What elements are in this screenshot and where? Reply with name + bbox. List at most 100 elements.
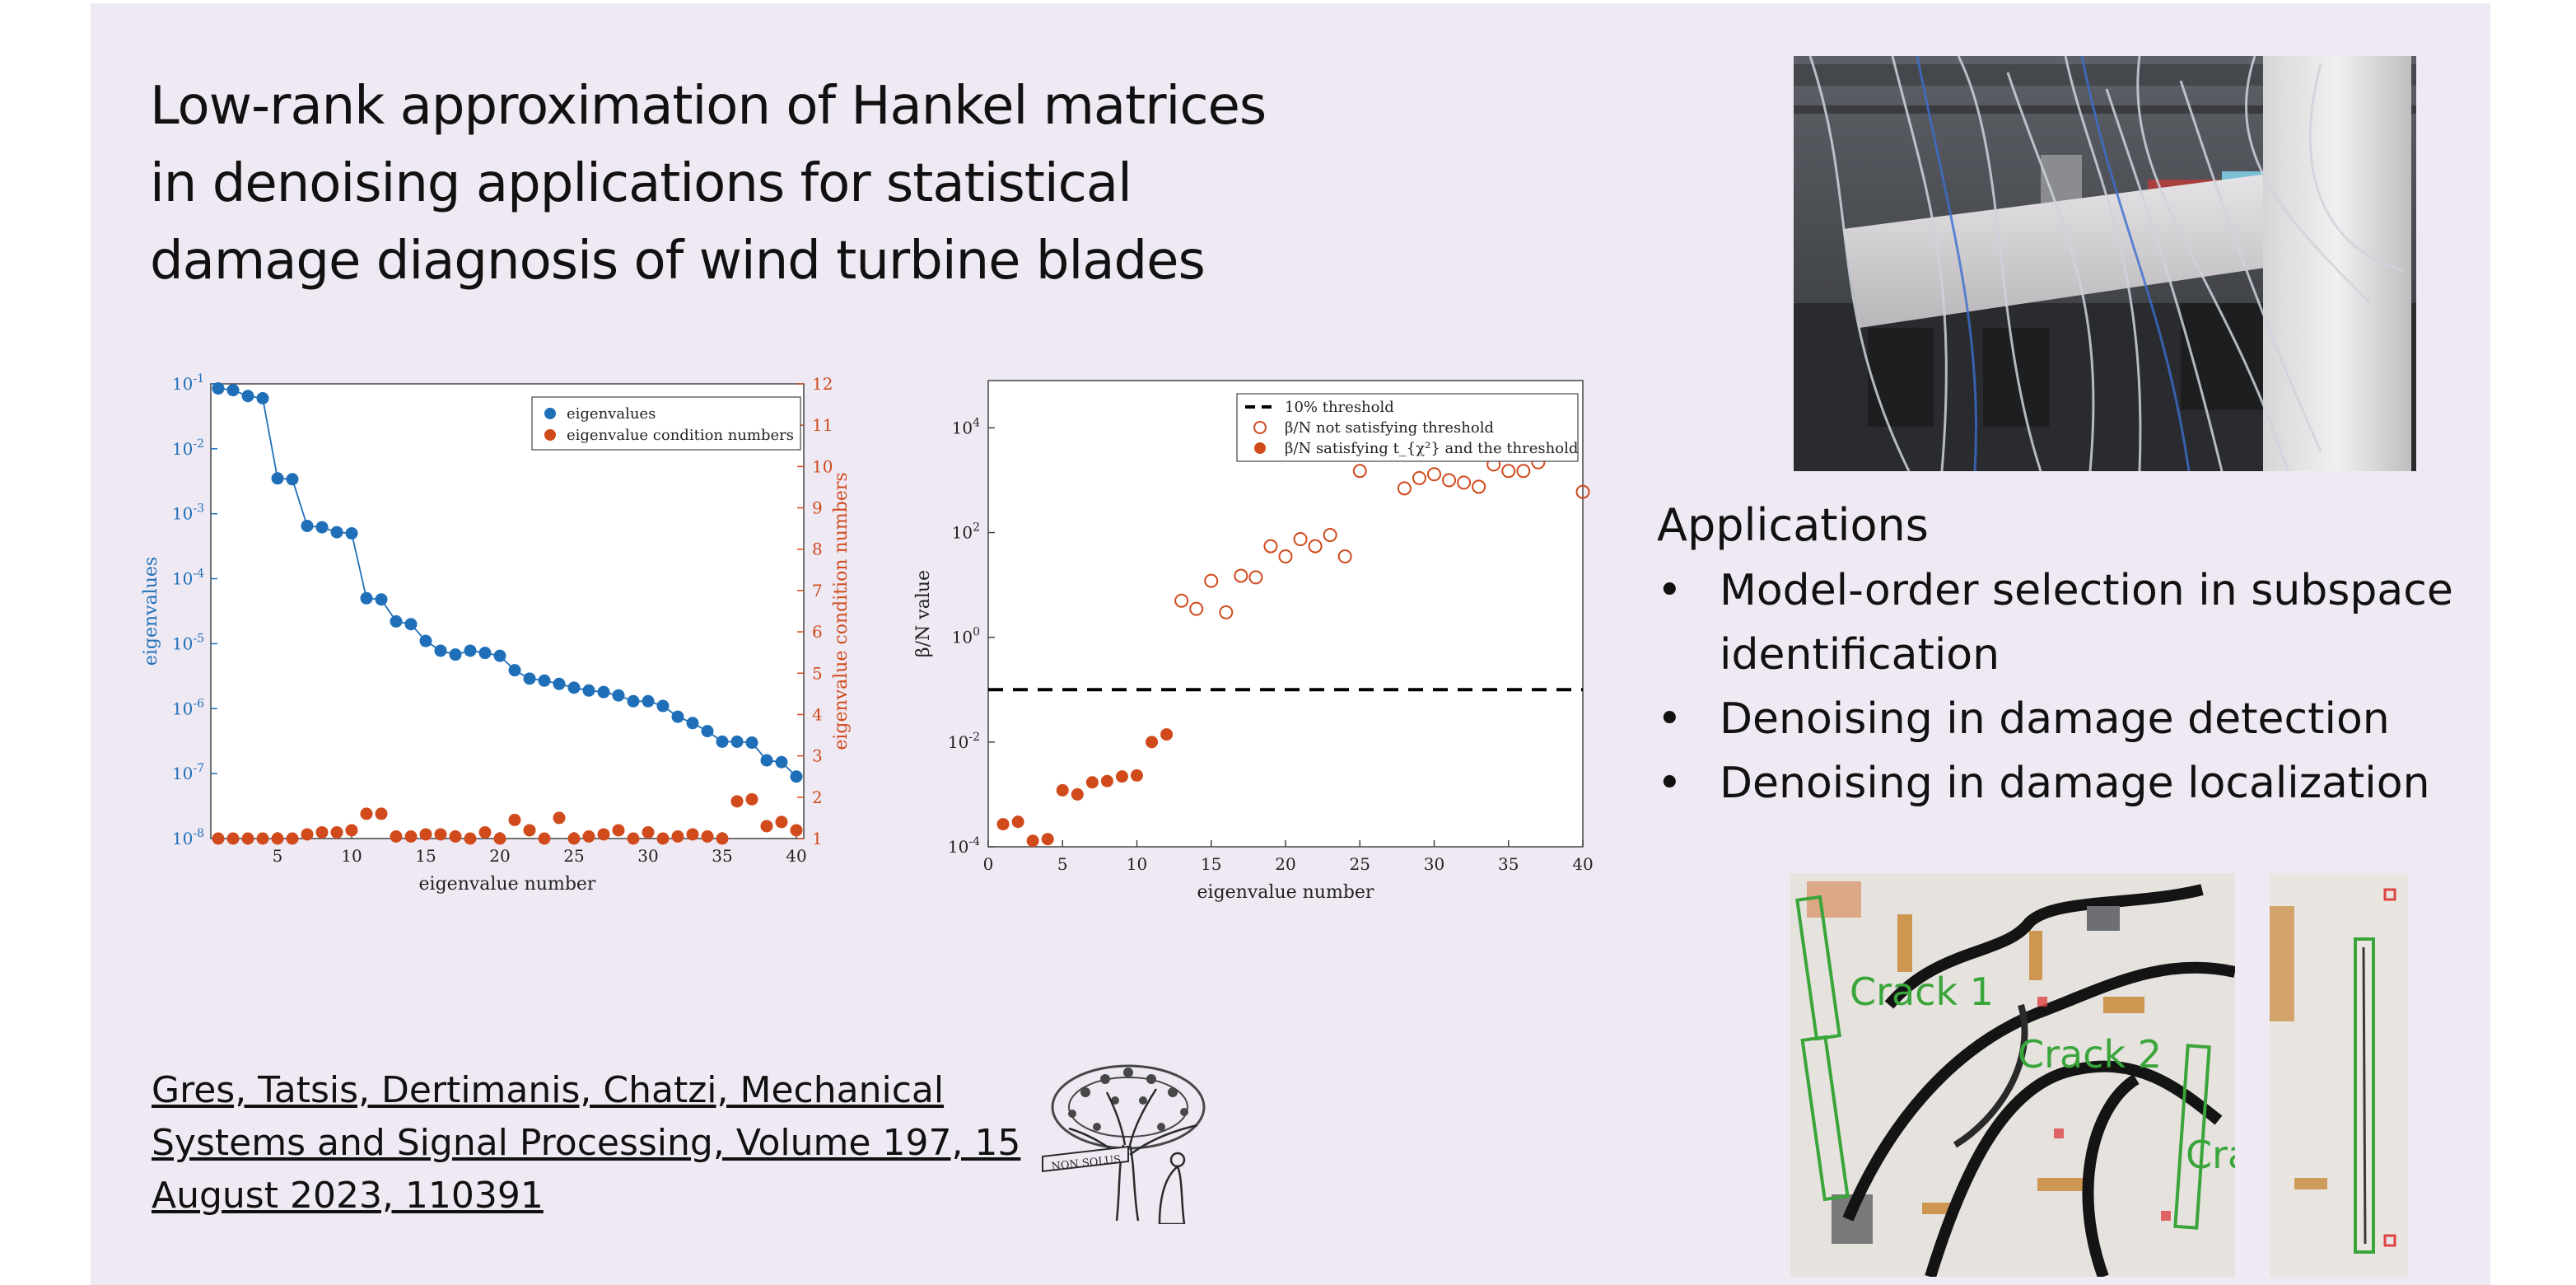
eigenvalue-point (790, 770, 803, 783)
eigenvalue-series-line (217, 387, 797, 778)
condition-number-point (701, 829, 714, 843)
satisfying-point (1100, 774, 1113, 787)
condition-number-point (538, 832, 551, 845)
citation-link-line[interactable]: Systems and Signal Processing, Volume 19… (152, 1122, 1021, 1164)
condition-number-point (582, 829, 595, 843)
not-satisfying-point (1472, 479, 1486, 494)
x-tick-label: 15 (1201, 854, 1221, 874)
y-tick-label: 10-4 (172, 568, 204, 589)
crack-label: Crack 1 (1850, 970, 1994, 1014)
slide-title: Low-rank approximation of Hankel matrice… (150, 68, 1385, 300)
condition-number-point (345, 824, 358, 837)
x-tick-label: 30 (1424, 854, 1444, 874)
eigenvalue-point (553, 677, 566, 690)
y2-tick-label: 10 (812, 456, 833, 476)
eigenvalue-point (716, 735, 729, 748)
condition-number-point (315, 825, 329, 839)
eigenvalue-point (419, 634, 432, 647)
y-tick-label: 104 (952, 416, 980, 437)
y-tick-label: 10-2 (172, 437, 204, 459)
x-tick-label: 35 (1498, 854, 1519, 874)
eigenvalue-point (567, 681, 581, 694)
eigenvalue-chart: 5 10 15 20 25 30 35 4010-810-710-610-510-410-31… (141, 372, 852, 895)
condition-number-point (745, 792, 758, 806)
eigenvalue-point (315, 521, 329, 534)
y2-tick-label: 2 (812, 787, 823, 807)
list-item: Model-order selection in subspace identi… (1657, 558, 2513, 687)
x-tick-label: 40 (786, 846, 806, 866)
legend-entry: β/N satisfying t_{χ²} and the threshold (1285, 440, 1578, 457)
satisfying-point (1041, 833, 1054, 846)
legend-box (531, 396, 801, 451)
citation[interactable]: Gres, Tatsis, Dertimanis, Chatzi, Mechan… (152, 1064, 1074, 1222)
not-satisfying-point (1457, 475, 1472, 490)
eigenvalue-point (745, 736, 758, 750)
crack-label: Crack 3 (2186, 1133, 2235, 1177)
y-tick-label: 10-1 (172, 372, 204, 394)
eigenvalue-point (256, 391, 269, 404)
plot-area (210, 383, 805, 839)
condition-number-point (716, 832, 729, 845)
eigenvalue-point (390, 614, 403, 628)
y-tick-label: 102 (952, 521, 980, 543)
not-satisfying-point (1263, 539, 1278, 554)
legend-entry: 10% threshold (1285, 399, 1394, 416)
not-satisfying-point (1278, 549, 1293, 564)
list-item: Denoising in damage detection (1657, 687, 2513, 751)
not-satisfying-point (1412, 470, 1426, 485)
eigenvalue-point (226, 384, 240, 397)
condition-number-point (656, 832, 670, 845)
title-line: in denoising applications for statistica… (150, 153, 1132, 214)
condition-number-point (286, 832, 299, 845)
x-tick-label: 5 (1057, 854, 1068, 874)
not-satisfying-point (1427, 467, 1441, 482)
condition-number-point (212, 832, 225, 845)
not-satisfying-point (1189, 601, 1204, 616)
satisfying-point (1056, 783, 1069, 797)
eigenvalue-point (612, 689, 625, 702)
legend-marker (544, 429, 556, 441)
eigenvalue-point (701, 725, 714, 738)
satisfying-point (1085, 776, 1099, 789)
satisfying-point (996, 818, 1010, 831)
eigenvalue-point (686, 717, 699, 730)
satisfying-point (1071, 787, 1084, 801)
condition-number-point (760, 820, 773, 833)
eigenvalue-point (404, 618, 418, 631)
y-tick-label: 10-2 (948, 731, 980, 752)
eigenvalue-point (597, 685, 610, 699)
applications-heading: Applications (1657, 499, 1929, 551)
x-tick-label: 35 (712, 846, 732, 866)
x-axis-label: eigenvalue number (1197, 882, 1374, 903)
condition-number-point (508, 813, 521, 826)
eigenvalue-point (642, 694, 655, 708)
condition-number-point (434, 828, 447, 841)
condition-number-point (775, 815, 788, 829)
y-tick-label: 10-6 (172, 697, 204, 718)
not-satisfying-point (1501, 464, 1516, 479)
y-axis-label: eigenvalues (141, 557, 161, 666)
not-satisfying-point (1174, 593, 1189, 608)
satisfying-point (1146, 736, 1159, 749)
condition-number-point (390, 829, 403, 843)
citation-link-line[interactable]: August 2023, 110391 (152, 1175, 544, 1217)
x-tick-label: 40 (1572, 854, 1593, 874)
satisfying-point (1115, 770, 1128, 783)
condition-number-point (730, 795, 744, 808)
not-satisfying-point (1397, 481, 1412, 496)
y2-tick-label: 7 (812, 581, 823, 600)
eigenvalue-point (464, 644, 477, 657)
condition-number-point (464, 832, 477, 845)
not-satisfying-point (1293, 532, 1308, 547)
not-satisfying-point (1442, 473, 1457, 488)
condition-number-point (612, 824, 625, 837)
x-tick-label: 10 (1127, 854, 1147, 874)
y-axis-label: β/N value (913, 570, 934, 657)
y2-tick-label: 11 (812, 415, 833, 435)
citation-link-line[interactable]: Gres, Tatsis, Dertimanis, Chatzi, Mechan… (152, 1069, 945, 1111)
condition-number-point (493, 832, 506, 845)
condition-number-point (449, 829, 462, 843)
condition-number-point (301, 828, 314, 841)
y-tick-label: 10-5 (172, 632, 204, 653)
condition-number-point (523, 824, 536, 837)
